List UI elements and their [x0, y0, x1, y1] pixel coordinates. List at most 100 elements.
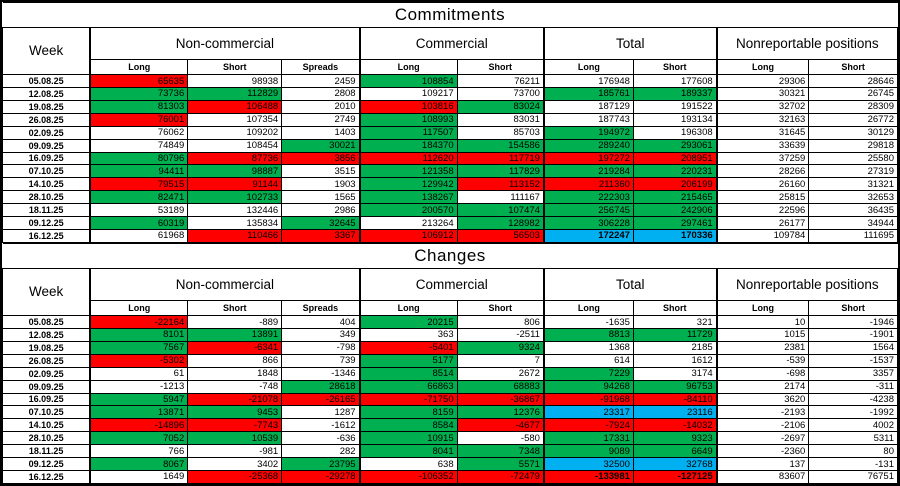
col-nr-long: Long: [715, 299, 810, 317]
value-cell: 177608: [632, 74, 718, 88]
value-cell: 132446: [187, 203, 283, 218]
value-cell: -5302: [89, 353, 189, 368]
value-cell: 37259: [715, 151, 810, 166]
value-cell: -311: [808, 379, 898, 394]
value-cell: 68883: [456, 379, 545, 394]
value-cell: 1015: [715, 328, 810, 342]
week-cell: 14.10.25: [2, 177, 91, 192]
value-cell: 32768: [632, 457, 718, 471]
value-cell: 193134: [632, 112, 718, 127]
value-cell: 117719: [456, 151, 545, 166]
col-t-short: Short: [632, 299, 718, 317]
value-cell: 187743: [542, 112, 634, 127]
value-cell: 94411: [89, 164, 189, 179]
col-t-long: Long: [542, 58, 634, 76]
value-cell: 222303: [542, 190, 634, 205]
value-cell: 76062: [89, 125, 189, 140]
group-noncommercial: Non-commercial: [89, 267, 361, 302]
value-cell: -25368: [187, 469, 283, 485]
value-cell: 3357: [808, 366, 898, 381]
value-cell: 3402: [187, 457, 283, 471]
value-cell: 36435: [808, 203, 898, 218]
value-cell: 108993: [358, 112, 458, 127]
table-row: 12.08.25 73736 112829 2808 109217 73700 185761…: [2, 87, 898, 101]
value-cell: 32645: [281, 216, 361, 230]
value-cell: 215465: [632, 190, 718, 205]
value-cell: 213264: [358, 216, 458, 230]
value-cell: 1287: [281, 405, 361, 420]
value-cell: 1649: [89, 469, 189, 485]
value-cell: 363: [358, 328, 458, 342]
value-cell: 1565: [281, 190, 361, 205]
value-cell: 76001: [89, 112, 189, 127]
week-cell: 12.08.25: [2, 328, 91, 342]
value-cell: 80: [808, 444, 898, 459]
value-cell: 32702: [715, 99, 810, 114]
value-cell: 102733: [187, 190, 283, 205]
week-cell: 05.08.25: [2, 74, 91, 88]
value-cell: 121358: [358, 164, 458, 179]
value-cell: 9453: [187, 405, 283, 420]
value-cell: 98938: [187, 74, 283, 88]
group-nonreportable: Nonreportable positions: [715, 267, 898, 302]
value-cell: 2459: [281, 74, 361, 88]
value-cell: 8041: [358, 444, 458, 459]
value-cell: 3515: [281, 164, 361, 179]
value-cell: 111167: [456, 190, 545, 205]
value-cell: 256745: [542, 203, 634, 218]
value-cell: 3620: [715, 392, 810, 407]
value-cell: 91144: [187, 177, 283, 192]
col-c-short: Short: [456, 299, 545, 317]
value-cell: 128982: [456, 216, 545, 230]
value-cell: 112620: [358, 151, 458, 166]
commitments-table: Commitments Week Non-commercial Commerci…: [2, 2, 898, 244]
week-cell: 14.10.25: [2, 418, 91, 433]
value-cell: 65635: [89, 74, 189, 88]
value-cell: 106912: [358, 228, 458, 244]
table-row: 05.08.25 -22164 -889 404 20215 806 -1635 321 10-…: [2, 315, 898, 329]
value-cell: 1368: [542, 340, 634, 355]
table-row: 07.10.25 13871 9453 1287 8159 12376 23317 23116…: [2, 405, 898, 420]
week-cell: 09.12.25: [2, 457, 91, 471]
table-row: 16.09.25 80796 87736 3856 112620 117719 197272…: [2, 151, 898, 166]
value-cell: 7348: [456, 444, 545, 459]
value-cell: 83031: [456, 112, 545, 127]
value-cell: 83024: [456, 99, 545, 114]
value-cell: 12376: [456, 405, 545, 420]
value-cell: 32653: [808, 190, 898, 205]
value-cell: -4238: [808, 392, 898, 407]
value-cell: 22596: [715, 203, 810, 218]
value-cell: 73736: [89, 87, 189, 101]
col-c-long: Long: [358, 299, 458, 317]
value-cell: 79515: [89, 177, 189, 192]
value-cell: -106352: [358, 469, 458, 485]
value-cell: 23317: [542, 405, 634, 420]
value-cell: 1848: [187, 366, 283, 381]
value-cell: -2106: [715, 418, 810, 433]
value-cell: 113152: [456, 177, 545, 192]
value-cell: 2185: [632, 340, 718, 355]
table-row: 14.10.25 79515 91144 1903 129942 113152 211360…: [2, 177, 898, 192]
table-row: 19.08.25 81303 106488 2010 103816 83024 187129…: [2, 99, 898, 114]
value-cell: 98887: [187, 164, 283, 179]
value-cell: -1537: [808, 353, 898, 368]
value-cell: 3367: [281, 228, 361, 244]
value-cell: -1946: [808, 315, 898, 329]
week-cell: 26.08.25: [2, 353, 91, 368]
value-cell: -84110: [632, 392, 718, 407]
value-cell: 614: [542, 353, 634, 368]
week-cell: 18.11.25: [2, 203, 91, 218]
value-cell: -26165: [281, 392, 361, 407]
value-cell: 306228: [542, 216, 634, 230]
value-cell: 2381: [715, 340, 810, 355]
value-cell: 170336: [632, 228, 718, 244]
value-cell: 242906: [632, 203, 718, 218]
value-cell: 1612: [632, 353, 718, 368]
week-cell: 26.08.25: [2, 112, 91, 127]
col-nr-long: Long: [715, 58, 810, 76]
value-cell: 1564: [808, 340, 898, 355]
value-cell: 53189: [89, 203, 189, 218]
value-cell: 29306: [715, 74, 810, 88]
table-row: 28.10.25 82471 102733 1565 138267 111167 22230…: [2, 190, 898, 205]
